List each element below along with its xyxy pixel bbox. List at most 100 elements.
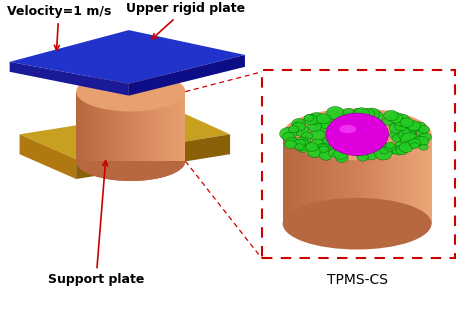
Ellipse shape xyxy=(309,113,324,124)
Ellipse shape xyxy=(301,132,313,140)
Ellipse shape xyxy=(285,138,298,146)
Polygon shape xyxy=(324,134,328,224)
Ellipse shape xyxy=(298,139,308,147)
Ellipse shape xyxy=(360,109,375,120)
Ellipse shape xyxy=(346,113,358,122)
Ellipse shape xyxy=(417,129,427,136)
Polygon shape xyxy=(328,134,330,224)
Ellipse shape xyxy=(343,108,354,116)
Polygon shape xyxy=(357,134,360,224)
Ellipse shape xyxy=(294,137,308,148)
Polygon shape xyxy=(139,92,142,161)
Ellipse shape xyxy=(306,142,318,151)
Ellipse shape xyxy=(369,135,382,145)
Ellipse shape xyxy=(339,125,356,133)
Polygon shape xyxy=(103,92,106,161)
Ellipse shape xyxy=(280,128,297,140)
Ellipse shape xyxy=(374,128,388,139)
Polygon shape xyxy=(310,134,312,224)
Ellipse shape xyxy=(365,150,378,160)
Ellipse shape xyxy=(369,111,383,122)
Ellipse shape xyxy=(366,120,382,132)
Ellipse shape xyxy=(392,146,404,155)
Ellipse shape xyxy=(385,144,396,151)
Polygon shape xyxy=(180,92,182,161)
Polygon shape xyxy=(298,134,301,224)
Ellipse shape xyxy=(365,108,380,120)
Polygon shape xyxy=(76,161,185,181)
Ellipse shape xyxy=(353,146,361,152)
Polygon shape xyxy=(172,92,174,161)
Text: Upper rigid plate: Upper rigid plate xyxy=(126,2,245,39)
Ellipse shape xyxy=(300,137,310,145)
Polygon shape xyxy=(136,92,139,161)
Ellipse shape xyxy=(395,141,406,149)
Polygon shape xyxy=(120,92,123,161)
Polygon shape xyxy=(390,134,393,224)
Polygon shape xyxy=(129,55,245,96)
Ellipse shape xyxy=(416,136,429,146)
Polygon shape xyxy=(90,92,92,161)
Ellipse shape xyxy=(310,129,325,141)
Polygon shape xyxy=(301,134,303,224)
Polygon shape xyxy=(351,134,354,224)
Polygon shape xyxy=(169,92,172,161)
Ellipse shape xyxy=(419,133,431,142)
Polygon shape xyxy=(419,134,423,224)
Polygon shape xyxy=(402,134,405,224)
Ellipse shape xyxy=(353,108,364,116)
Polygon shape xyxy=(134,92,136,161)
Ellipse shape xyxy=(299,145,309,153)
Polygon shape xyxy=(19,134,76,179)
Ellipse shape xyxy=(307,146,322,157)
Text: TPMS-CS: TPMS-CS xyxy=(327,273,388,287)
Ellipse shape xyxy=(292,119,305,129)
Ellipse shape xyxy=(295,126,309,136)
Ellipse shape xyxy=(283,198,432,250)
Polygon shape xyxy=(174,92,177,161)
Ellipse shape xyxy=(340,117,356,129)
Polygon shape xyxy=(428,134,432,224)
Ellipse shape xyxy=(338,112,353,123)
Polygon shape xyxy=(321,134,324,224)
Ellipse shape xyxy=(314,122,328,133)
Ellipse shape xyxy=(326,107,344,120)
Ellipse shape xyxy=(393,114,410,126)
Ellipse shape xyxy=(396,146,408,155)
Polygon shape xyxy=(319,134,321,224)
Polygon shape xyxy=(147,92,150,161)
Ellipse shape xyxy=(334,122,350,134)
FancyBboxPatch shape xyxy=(262,70,456,259)
Ellipse shape xyxy=(374,147,392,160)
Polygon shape xyxy=(182,92,185,161)
Ellipse shape xyxy=(292,122,304,131)
Polygon shape xyxy=(378,134,381,224)
Ellipse shape xyxy=(322,137,334,146)
Polygon shape xyxy=(153,92,155,161)
Ellipse shape xyxy=(292,122,305,131)
Ellipse shape xyxy=(389,123,403,133)
Text: Velocity=1 m/s: Velocity=1 m/s xyxy=(7,5,111,50)
Polygon shape xyxy=(366,134,369,224)
Polygon shape xyxy=(106,92,109,161)
Ellipse shape xyxy=(304,114,318,125)
Polygon shape xyxy=(411,134,414,224)
Polygon shape xyxy=(360,134,363,224)
Polygon shape xyxy=(294,134,298,224)
Polygon shape xyxy=(19,109,230,159)
Ellipse shape xyxy=(283,108,432,160)
Polygon shape xyxy=(348,134,351,224)
Polygon shape xyxy=(369,134,372,224)
Ellipse shape xyxy=(295,144,304,150)
Polygon shape xyxy=(363,134,366,224)
Ellipse shape xyxy=(319,146,328,152)
Polygon shape xyxy=(342,134,345,224)
Polygon shape xyxy=(330,134,333,224)
Ellipse shape xyxy=(349,120,365,132)
Polygon shape xyxy=(372,134,375,224)
Polygon shape xyxy=(396,134,399,224)
Ellipse shape xyxy=(404,140,416,149)
Ellipse shape xyxy=(371,119,384,129)
Polygon shape xyxy=(307,134,310,224)
Polygon shape xyxy=(158,92,161,161)
